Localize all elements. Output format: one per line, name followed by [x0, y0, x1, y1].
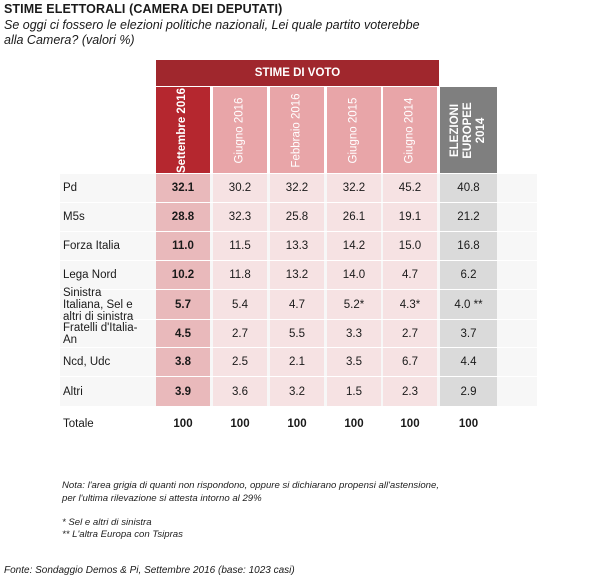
note-grey-area: Nota: l'area grigia di quanti non rispon… — [62, 480, 439, 504]
value-cell: 2.7 — [213, 320, 267, 347]
value-cell: 2.1 — [270, 348, 324, 376]
row-label: Altri — [63, 385, 83, 398]
column-header-label: Giugno 2016 — [233, 97, 246, 163]
note-asterisk: * Sel e altri di sinistra — [62, 517, 152, 528]
value-cell: 32.2 — [327, 174, 381, 202]
value-cell: 4.0 ** — [440, 290, 497, 319]
value-cell: 3.9 — [156, 377, 210, 406]
column-header-3: Giugno 2015 — [327, 87, 381, 173]
group-header-stime-di-voto: STIME DI VOTO — [156, 60, 439, 86]
value-cell: 15.0 — [383, 232, 437, 260]
column-header-1: Giugno 2016 — [213, 87, 267, 173]
value-cell: 21.2 — [440, 203, 497, 231]
value-cell: 14.0 — [327, 261, 381, 289]
row-label-line: altri di sinistra — [63, 310, 134, 323]
value-cell: 100 — [458, 417, 479, 430]
value-cell: 100 — [173, 417, 193, 430]
value-cell: 45.2 — [383, 174, 437, 202]
value-cell: 11.5 — [213, 232, 267, 260]
row-label: Lega Nord — [63, 269, 117, 281]
value-cell: 4.5 — [156, 320, 210, 347]
value-cell: 32.1 — [156, 174, 210, 202]
page-title: STIME ELETTORALI (CAMERA DEI DEPUTATI) — [4, 2, 283, 16]
value-cell: 3.3 — [327, 320, 381, 347]
value-cell: 2.5 — [213, 348, 267, 376]
column-header-4: Giugno 2014 — [383, 87, 437, 173]
note-double-asterisk: ** L'altra Europa con Tsipras — [62, 529, 183, 540]
value-cell: 4.7 — [270, 290, 324, 319]
column-header-label: Settembre 2016 — [176, 87, 189, 173]
vote-estimates-table: STIME DI VOTO Settembre 2016 Giugno 2016 F… — [60, 60, 537, 465]
row-label: Totale — [63, 417, 94, 430]
value-cell: 13.2 — [270, 261, 324, 289]
row-label-line: Italiana, Sel e — [63, 298, 133, 311]
value-cell: 26.1 — [327, 203, 381, 231]
row-label: Forza Italia — [63, 240, 120, 252]
value-cell: 2.7 — [383, 320, 437, 347]
row-label: Ncd, Udc — [63, 356, 111, 368]
value-cell: 11.8 — [213, 261, 267, 289]
value-cell: 3.5 — [327, 348, 381, 376]
value-cell: 16.8 — [440, 232, 497, 260]
value-cell: 5.5 — [270, 320, 324, 347]
row-label: Pd — [63, 182, 78, 194]
value-cell: 28.8 — [156, 203, 210, 231]
value-cell: 3.6 — [213, 377, 267, 406]
column-header-2: Febbraio 2016 — [270, 87, 324, 173]
row-label: Fratelli d'Italia- An — [63, 322, 137, 346]
value-cell: 1.5 — [327, 377, 381, 406]
value-cell: 30.2 — [213, 174, 267, 202]
value-cell: 5.2* — [327, 290, 381, 319]
question-subtitle: Se oggi ci fossero le elezioni politiche… — [4, 18, 420, 47]
value-cell: 10.2 — [156, 261, 210, 289]
value-cell: 2.9 — [440, 377, 497, 406]
value-cell: 5.4 — [213, 290, 267, 319]
column-header-label: Febbraio 2016 — [290, 92, 303, 168]
value-cell: 6.2 — [440, 261, 497, 289]
value-cell: 100 — [230, 417, 250, 430]
value-cell: 5.7 — [156, 290, 210, 319]
row-label: Sinistra Italiana, Sel e altri di sinistra — [63, 287, 133, 323]
column-header-5: ELEZIONI EUROPEE 2014 — [440, 87, 497, 173]
value-cell: 3.2 — [270, 377, 324, 406]
row-label-line: An — [63, 333, 78, 346]
row-label: M5s — [63, 211, 85, 223]
value-cell: 40.8 — [440, 174, 497, 202]
value-cell: 6.7 — [383, 348, 437, 376]
column-header-0: Settembre 2016 — [156, 87, 210, 173]
value-cell: 11.0 — [156, 232, 210, 260]
value-cell: 2.3 — [383, 377, 437, 406]
value-cell: 13.3 — [270, 232, 324, 260]
value-cell: 32.3 — [213, 203, 267, 231]
value-cell: 14.2 — [327, 232, 381, 260]
value-cell: 4.4 — [440, 348, 497, 376]
value-cell: 3.7 — [440, 320, 497, 347]
total-row — [60, 407, 537, 440]
value-cell: 19.1 — [383, 203, 437, 231]
column-header-label: Giugno 2015 — [347, 97, 360, 163]
value-cell: 3.8 — [156, 348, 210, 376]
value-cell: 25.8 — [270, 203, 324, 231]
value-cell: 100 — [344, 417, 364, 430]
value-cell: 100 — [287, 417, 307, 430]
row-label-line: Sinistra — [63, 286, 102, 299]
row-label-line: Fratelli d'Italia- — [63, 321, 138, 334]
value-cell: 4.7 — [383, 261, 437, 289]
value-cell: 100 — [400, 417, 420, 430]
source-note: Fonte: Sondaggio Demos & Pi, Settembre 2… — [4, 565, 295, 576]
column-header-label: Giugno 2014 — [403, 97, 416, 163]
value-cell: 32.2 — [270, 174, 324, 202]
column-header-label: ELEZIONI EUROPEE 2014 — [449, 101, 487, 159]
value-cell: 4.3* — [383, 290, 437, 319]
